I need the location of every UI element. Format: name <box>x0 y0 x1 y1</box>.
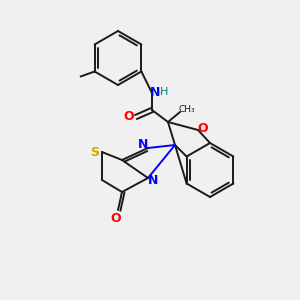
Text: O: O <box>111 212 121 224</box>
Text: N: N <box>138 139 148 152</box>
Text: O: O <box>198 122 208 134</box>
Text: -H: -H <box>157 87 169 97</box>
Text: O: O <box>124 110 134 124</box>
Text: CH₃: CH₃ <box>179 104 195 113</box>
Text: S: S <box>91 146 100 158</box>
Text: N: N <box>148 175 158 188</box>
Text: N: N <box>150 85 160 98</box>
